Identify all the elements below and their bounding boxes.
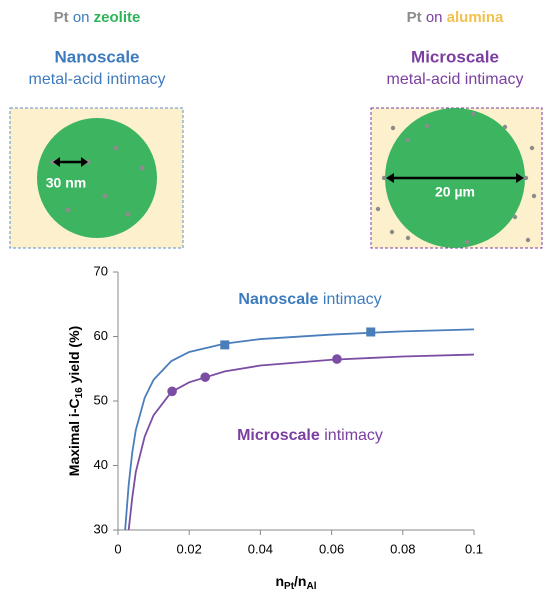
pt-particles xyxy=(50,145,145,217)
pt-particles xyxy=(375,111,537,245)
panel-texts: Pt on zeolite Nanoscale metal-acid intimac… xyxy=(29,9,524,200)
y-tick-label: 70 xyxy=(94,263,108,278)
x-tick-label: 0.04 xyxy=(248,541,273,556)
marker xyxy=(332,354,342,364)
support: alumina xyxy=(447,9,504,26)
arrow-heads xyxy=(53,157,88,167)
annotation-bold: Microscale xyxy=(237,427,320,444)
annotation-text: intimacy xyxy=(323,291,382,308)
scale-title: Nanoscale xyxy=(54,47,139,66)
label-part: n xyxy=(275,573,284,589)
panel-heading: Pt on zeolite xyxy=(54,9,141,26)
support: zeolite xyxy=(94,9,141,26)
y-tick-label: 40 xyxy=(94,457,108,472)
curve xyxy=(124,328,475,531)
size-label: 20 µm xyxy=(435,184,475,200)
marker xyxy=(220,340,230,350)
scale-desc: metal-acid intimacy xyxy=(387,71,524,88)
subscript: Pt xyxy=(284,581,295,592)
metal: Pt xyxy=(407,9,422,26)
on-word: on xyxy=(73,9,90,26)
size-label: 30 nm xyxy=(46,175,86,191)
marker xyxy=(366,327,376,337)
on-word: on xyxy=(426,9,443,26)
annotation: Nanoscale intimacy xyxy=(238,291,381,308)
y-tick-label: 50 xyxy=(94,392,108,407)
plot: 30 40 50 60 70 0 0.02 0.04 0.06 0.08 0.1 Maximal i-… xyxy=(66,263,483,591)
label-part: yield (%) xyxy=(66,326,82,387)
x-axis-label: nPt/nAl xyxy=(275,573,316,592)
metal: Pt xyxy=(54,9,69,26)
y-axis-label: Maximal i-C16 yield (%) xyxy=(66,326,85,476)
x-tick-label: 0.06 xyxy=(319,541,344,556)
y-tick-label: 30 xyxy=(94,521,108,536)
x-tick-label: 0.1 xyxy=(465,541,483,556)
marker xyxy=(200,372,211,382)
subscript: 16 xyxy=(74,387,85,399)
scale-title: Microscale xyxy=(411,47,499,66)
annotation-bold: Nanoscale xyxy=(238,291,318,308)
marker xyxy=(167,386,177,397)
annotation-text: intimacy xyxy=(324,427,383,444)
x-tick-label: 0.08 xyxy=(390,541,415,556)
label-part: /n xyxy=(294,573,306,589)
y-tick-label: 60 xyxy=(94,328,108,343)
panel-heading: Pt on alumina xyxy=(407,9,504,26)
scale-desc: metal-acid intimacy xyxy=(29,71,166,88)
label-part: Maximal i-C xyxy=(66,398,82,476)
x-tick-label: 0.02 xyxy=(177,541,202,556)
x-tick-label: 0 xyxy=(114,541,121,556)
curve xyxy=(127,353,475,531)
subscript: Al xyxy=(307,581,317,592)
annotation: Microscale intimacy xyxy=(237,427,383,444)
